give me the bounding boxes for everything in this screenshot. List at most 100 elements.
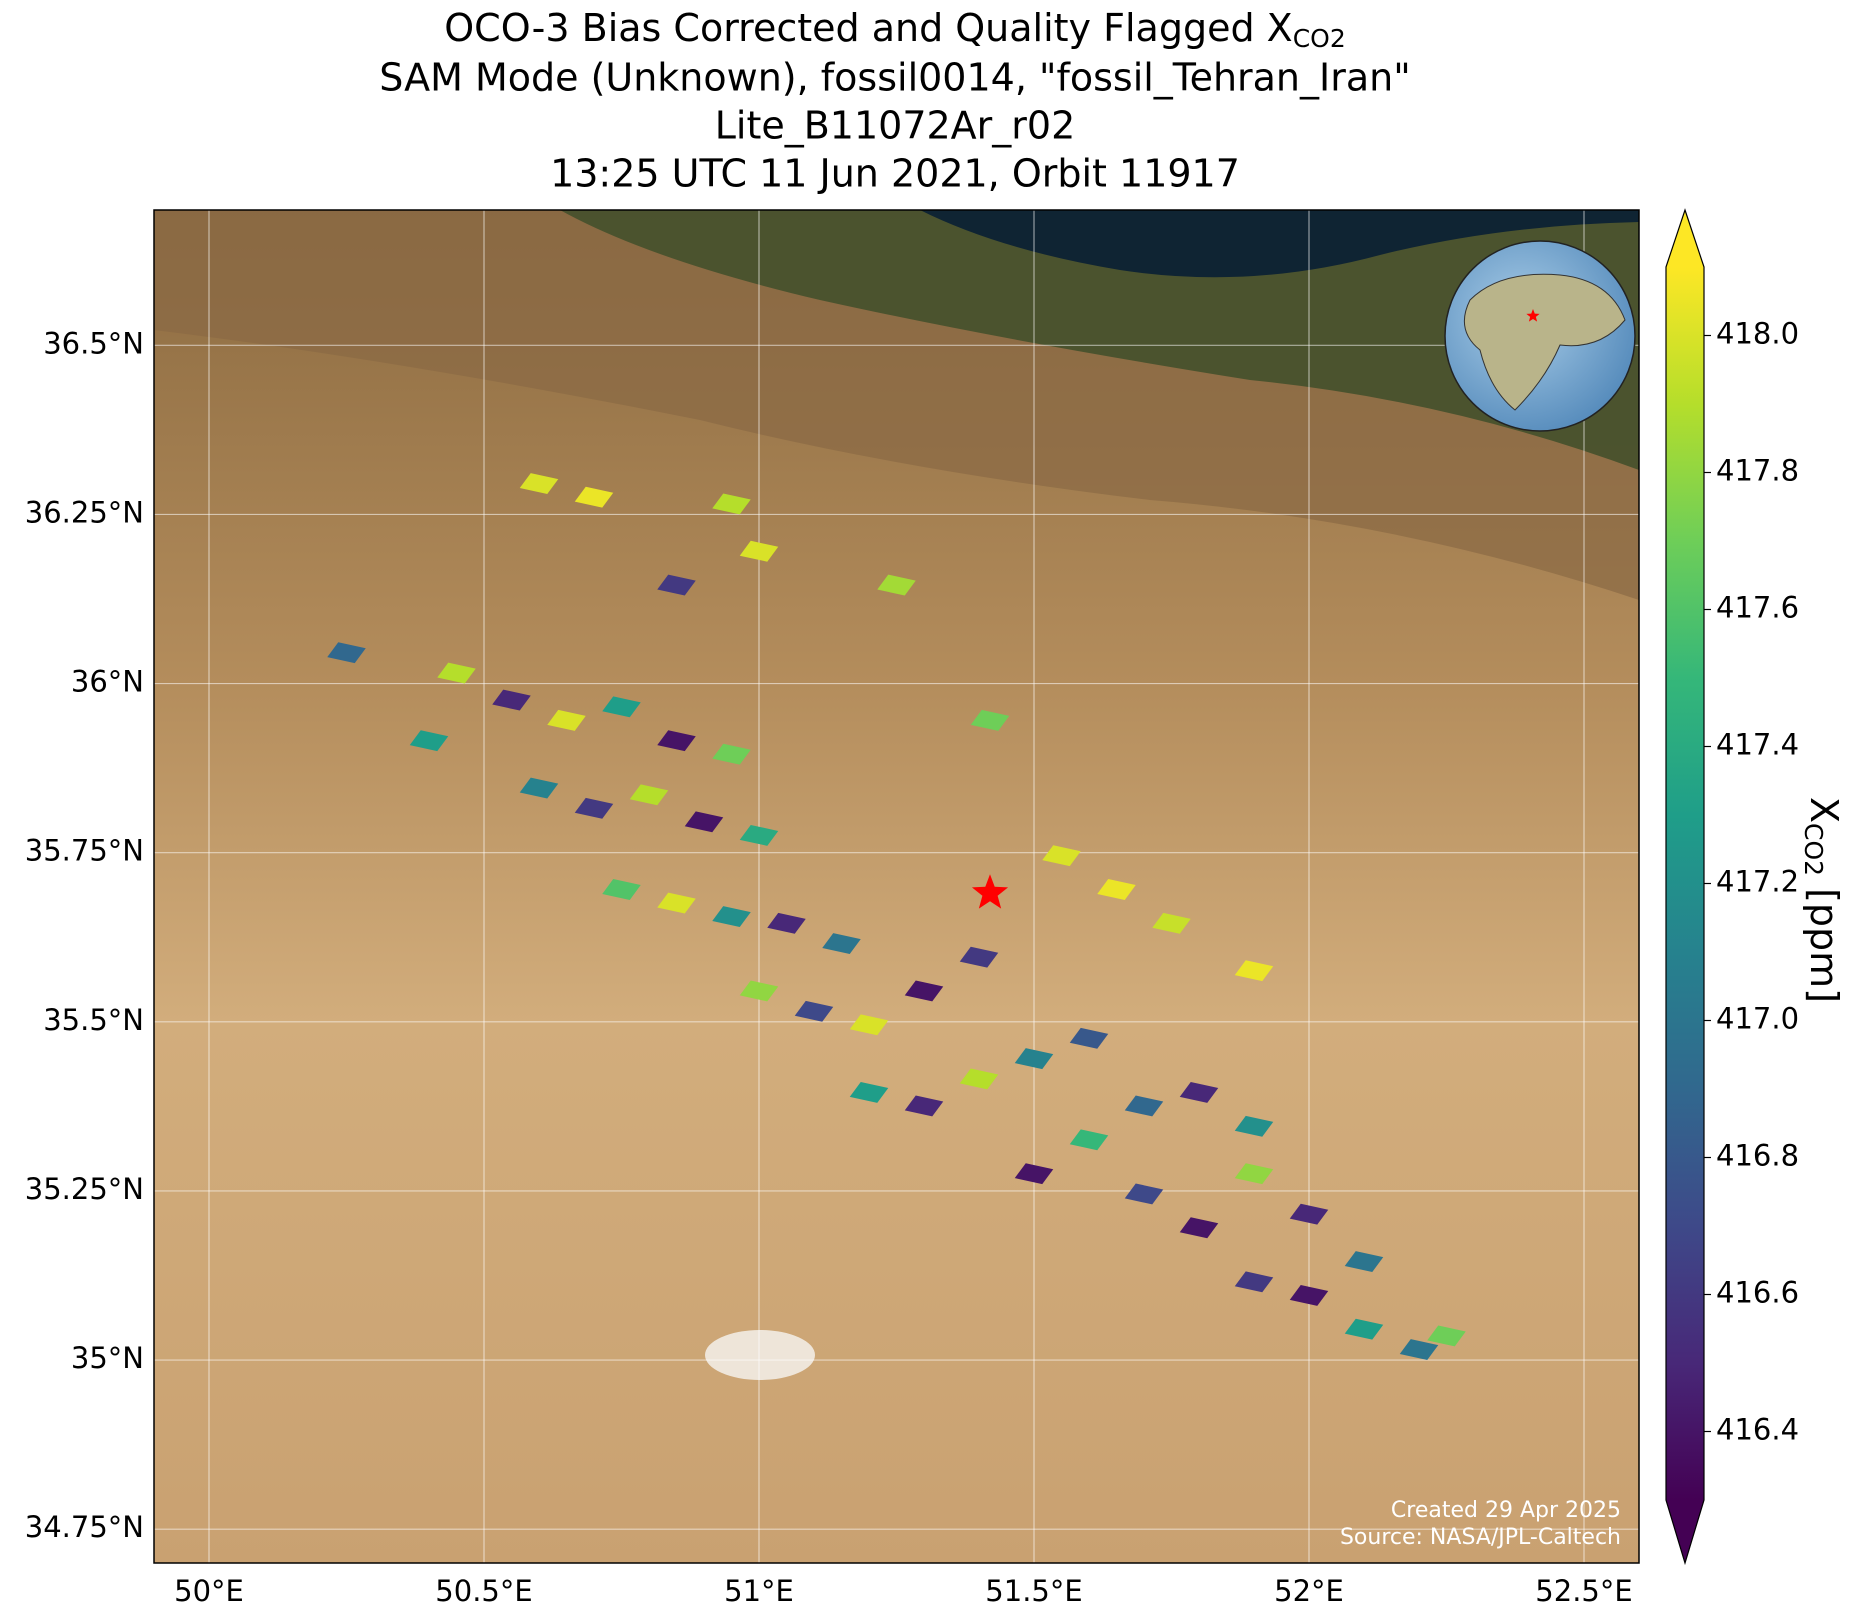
y-tick-label: 35°N — [71, 1341, 144, 1375]
x-tick-label: 50.5°E — [435, 1574, 532, 1608]
sounding — [739, 980, 779, 1002]
y-tick-label: 36.5°N — [43, 326, 144, 360]
sounding — [574, 797, 614, 819]
sounding — [877, 574, 916, 596]
sounding — [712, 493, 751, 515]
sounding — [409, 730, 449, 752]
sounding — [712, 743, 751, 765]
sounding — [1344, 1251, 1384, 1273]
sounding — [970, 709, 1010, 731]
sounding — [1179, 1217, 1219, 1239]
sounding — [1344, 1318, 1384, 1340]
sounding — [1234, 1163, 1274, 1185]
y-tick-label: 34.75°N — [25, 1510, 144, 1544]
colorbar: 416.4 416.6 416.8 417.0 417.2 417.4 417.6 417.8… — [1665, 208, 1847, 1566]
sounding — [739, 824, 779, 846]
continents — [1463, 273, 1626, 411]
subtitle: Lite_B11072Ar_r02 — [715, 104, 1076, 148]
sounding — [437, 662, 476, 684]
sounding — [1234, 960, 1274, 982]
sounding — [1179, 1082, 1219, 1103]
sounding — [849, 1014, 889, 1036]
sounding — [1014, 1048, 1054, 1070]
sounding — [959, 1068, 999, 1090]
sounding — [657, 892, 696, 914]
colorbar-label: XCO2 [ppm] — [1799, 797, 1847, 1003]
sea — [920, 210, 1639, 278]
sounding — [904, 980, 944, 1002]
x-tick-label: 51.5°E — [985, 1574, 1082, 1608]
colorbar-label-unit: [ppm] — [1803, 888, 1847, 1003]
sounding — [629, 784, 669, 806]
sounding — [657, 574, 696, 596]
y-tick-label: 36.25°N — [25, 495, 144, 529]
salt-lake — [705, 1330, 815, 1380]
sounding — [327, 642, 366, 664]
colorbar-tick-label: 417.0 — [1716, 1002, 1799, 1036]
sounding — [602, 879, 641, 900]
sounding — [904, 1095, 944, 1117]
sounding — [1124, 1095, 1164, 1117]
colorbar-extend-min — [1666, 1500, 1704, 1563]
sounding — [822, 933, 861, 955]
title-sub: CO2 — [1293, 24, 1346, 53]
sounding — [1234, 1115, 1274, 1137]
title-main: OCO-3 Bias Corrected and Quality Flagged… — [444, 6, 1292, 50]
colorbar-tick-label: 418.0 — [1716, 317, 1799, 351]
gridlines — [154, 210, 1639, 1563]
colorbar-tick-label: 417.4 — [1716, 728, 1799, 762]
x-tick-label: 52°E — [1274, 1574, 1344, 1608]
colorbar-label-sub: CO2 — [1799, 823, 1828, 876]
sounding — [519, 473, 559, 495]
annotation: Created 29 Apr 2025 — [1391, 1498, 1621, 1523]
sounding — [657, 730, 696, 752]
colorbar-tick-label: 417.6 — [1716, 591, 1799, 625]
sounding — [1427, 1325, 1466, 1347]
colorbar-extend-max — [1666, 210, 1704, 267]
subtitle: SAM Mode (Unknown), fossil0014, "fossil_… — [379, 56, 1410, 100]
colorbar-label-main: X — [1803, 797, 1847, 823]
sounding — [1097, 879, 1136, 900]
x-tick-label: 51°E — [724, 1574, 794, 1608]
colorbar-tick-label: 417.2 — [1716, 865, 1799, 899]
sounding — [1069, 1129, 1109, 1151]
sounding — [1399, 1339, 1439, 1360]
sounding — [1042, 845, 1081, 867]
x-tick-label: 52.5°E — [1535, 1574, 1632, 1608]
target-star — [971, 874, 1009, 909]
inset-globe — [1444, 240, 1636, 432]
sounding — [1014, 1163, 1054, 1185]
basemap — [154, 210, 1639, 1563]
sounding — [492, 689, 531, 711]
subtitle: 13:25 UTC 11 Jun 2021, Orbit 11917 — [550, 152, 1240, 196]
sounding — [574, 486, 614, 508]
globe-target — [1526, 309, 1540, 322]
sounding — [959, 946, 999, 968]
colorbar-tick-label: 417.8 — [1716, 454, 1799, 488]
annotation: Source: NASA/JPL-Caltech — [1340, 1525, 1621, 1550]
chart-title: OCO-3 Bias Corrected and Quality Flagged… — [444, 6, 1345, 54]
y-tick-label: 35.75°N — [25, 834, 144, 868]
sounding — [1124, 1183, 1164, 1205]
sounding — [1069, 1027, 1109, 1049]
sounding — [794, 1000, 834, 1022]
map-frame — [153, 209, 1640, 1564]
sounding — [519, 777, 559, 799]
sounding — [1289, 1203, 1329, 1225]
y-tick-label: 35.5°N — [43, 1003, 144, 1037]
colorbar-body — [1666, 267, 1704, 1500]
sounding — [547, 709, 586, 731]
colorbar-tick-label: 416.6 — [1716, 1276, 1799, 1310]
x-tick-label: 50°E — [174, 1574, 244, 1608]
colorbar-tick-label: 416.4 — [1716, 1413, 1799, 1447]
sounding — [712, 906, 751, 928]
soundings — [327, 473, 1466, 1360]
sounding — [739, 540, 779, 562]
sounding — [767, 912, 806, 934]
colorbar-tick-label: 416.8 — [1716, 1139, 1799, 1173]
subtitles: SAM Mode (Unknown), fossil0014, "fossil_… — [379, 56, 1410, 196]
sounding — [684, 811, 724, 833]
colorbar-outline — [1665, 208, 1705, 1566]
y-tick-label: 36°N — [71, 665, 144, 699]
